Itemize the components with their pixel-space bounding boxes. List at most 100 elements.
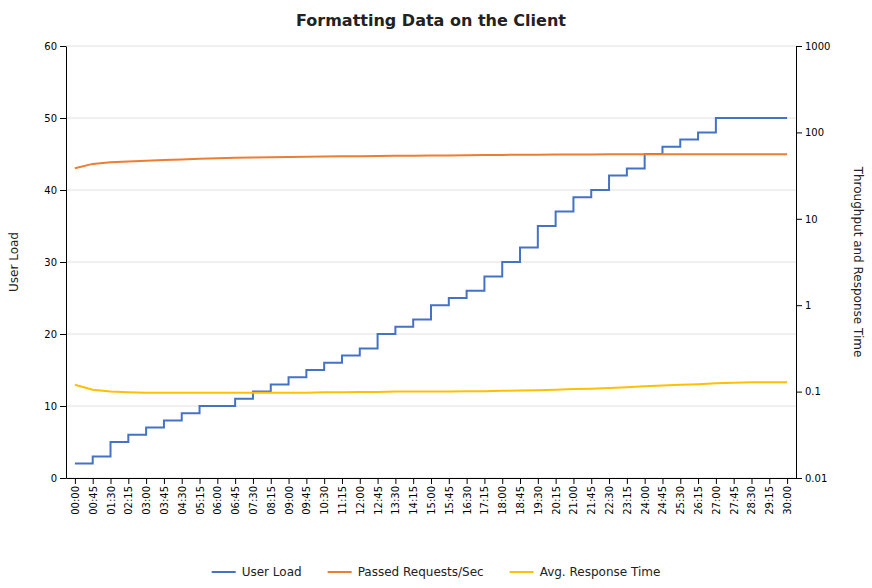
tick: 02:15: [123, 478, 134, 515]
tick-label: 27:00: [711, 486, 722, 515]
tick-label: 28:30: [746, 486, 757, 515]
tick-label: 04:30: [177, 486, 188, 515]
tick-mark: [680, 478, 681, 484]
tick-mark: [431, 478, 432, 484]
tick: 09:45: [301, 478, 312, 515]
tick: 0: [51, 473, 66, 484]
tick: 15:45: [444, 478, 455, 515]
tick-label: 07:30: [248, 486, 259, 515]
tick: 18:00: [497, 478, 508, 515]
tick-mark: [449, 478, 450, 484]
tick-mark: [271, 478, 272, 484]
legend-swatch: [212, 571, 236, 573]
tick-mark: [413, 478, 414, 484]
y-axis-title: User Load: [7, 232, 21, 292]
tick: 06:45: [230, 478, 241, 515]
tick: 24:00: [640, 478, 651, 515]
tick-label: 0: [51, 473, 57, 484]
tick: 0.1: [796, 386, 821, 397]
line: [75, 118, 787, 464]
tick-label: 18:00: [497, 486, 508, 515]
tick-label: 29:15: [764, 486, 775, 515]
tick-label: 09:45: [301, 486, 312, 515]
tick-mark: [734, 478, 735, 484]
tick: 07:30: [248, 478, 259, 515]
tick-mark: [395, 478, 396, 484]
tick-mark: [787, 478, 788, 484]
tick-mark: [796, 392, 802, 393]
y-axis: 0102030405060: [44, 41, 66, 484]
tick-label: 17:15: [479, 486, 490, 515]
tick-label: 03:00: [141, 486, 152, 515]
tick-mark: [645, 478, 646, 484]
tick: 21:00: [568, 478, 579, 515]
tick-mark: [306, 478, 307, 484]
tick-label: 30:00: [782, 486, 793, 515]
tick-mark: [662, 478, 663, 484]
tick-mark: [591, 478, 592, 484]
tick: 11:15: [337, 478, 348, 515]
tick: 28:30: [746, 478, 757, 515]
tick-label: 18:45: [515, 486, 526, 515]
tick: 27:00: [711, 478, 722, 515]
tick: 06:00: [212, 478, 223, 515]
tick-label: 12:45: [373, 486, 384, 515]
tick: 03:00: [141, 478, 152, 515]
line: [75, 154, 787, 168]
tick-mark: [467, 478, 468, 484]
tick-label: 22:30: [604, 486, 615, 515]
tick-label: 24:45: [657, 486, 668, 515]
tick-label: 27:45: [729, 486, 740, 515]
tick-label: 60: [44, 41, 57, 52]
tick-mark: [751, 478, 752, 484]
tick-label: 15:00: [426, 486, 437, 515]
grid-line: [66, 190, 796, 191]
tick: 30:00: [782, 478, 793, 515]
tick: 00:45: [88, 478, 99, 515]
tick-label: 16:30: [462, 486, 473, 515]
tick-label: 09:00: [284, 486, 295, 515]
tick-mark: [324, 478, 325, 484]
tick-mark: [360, 478, 361, 484]
tick-mark: [796, 132, 802, 133]
tick-label: 100: [805, 127, 824, 138]
tick-mark: [609, 478, 610, 484]
tick-label: 1000: [805, 41, 830, 52]
tick-label: 40: [44, 185, 57, 196]
tick-mark: [60, 118, 66, 119]
tick-mark: [146, 478, 147, 484]
tick-label: 24:00: [640, 486, 651, 515]
tick: 09:00: [284, 478, 295, 515]
tick-label: 50: [44, 113, 57, 124]
grid-line: [66, 262, 796, 263]
line: [75, 382, 787, 392]
chart: 00:0000:4501:3002:1503:0003:4504:3005:15…: [0, 0, 872, 588]
axis-line: [796, 47, 797, 479]
tick-label: 21:45: [586, 486, 597, 515]
tick: 60: [44, 41, 66, 52]
tick: 03:45: [159, 478, 170, 515]
legend-label: User Load: [242, 565, 302, 579]
tick-mark: [538, 478, 539, 484]
tick: 19:30: [533, 478, 544, 515]
tick-mark: [342, 478, 343, 484]
tick-mark: [573, 478, 574, 484]
tick-label: 12:00: [355, 486, 366, 515]
tick-label: 01:30: [106, 486, 117, 515]
y2-axis: 0.010.11101001000: [796, 41, 830, 484]
tick-label: 05:15: [195, 486, 206, 515]
tick: 04:30: [177, 478, 188, 515]
tick-mark: [520, 478, 521, 484]
tick: 17:15: [479, 478, 490, 515]
tick-mark: [217, 478, 218, 484]
tick: 08:15: [266, 478, 277, 515]
legend-item: Avg. Response Time: [510, 565, 661, 579]
tick-label: 19:30: [533, 486, 544, 515]
tick-mark: [60, 478, 66, 479]
tick-mark: [289, 478, 290, 484]
tick-label: 06:45: [230, 486, 241, 515]
tick: 22:30: [604, 478, 615, 515]
tick: 29:15: [764, 478, 775, 515]
tick: 13:30: [390, 478, 401, 515]
tick-label: 20: [44, 329, 57, 340]
